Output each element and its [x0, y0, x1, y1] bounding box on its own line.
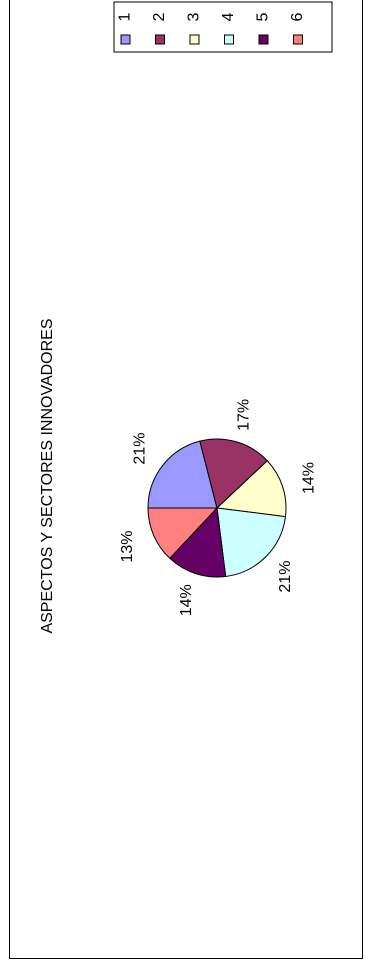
legend-label-1: 1 — [117, 12, 134, 21]
pie-label-3: 14% — [300, 462, 317, 494]
pie-label-2: 17% — [235, 399, 252, 431]
pie-slice-2 — [199, 438, 269, 509]
legend-label-5: 5 — [255, 12, 272, 21]
pie-slice-3 — [215, 460, 287, 518]
chart-title: ASPECTOS Y SECTORES INNOVADORES — [39, 318, 56, 633]
pie-slices — [147, 438, 287, 578]
pie-label-4: 21% — [277, 561, 294, 593]
pie-slice-6 — [147, 507, 219, 560]
pie-label-1: 21% — [132, 433, 149, 465]
legend-swatch-3 — [189, 34, 200, 45]
pie-slice-5 — [169, 506, 227, 578]
legend-swatch-4 — [224, 34, 234, 45]
legend-swatch-2 — [155, 34, 165, 45]
legend-swatch-5 — [258, 34, 269, 45]
pie-labels: 21% 17% 14% 21% 14% 13% — [119, 399, 317, 616]
legend: 1 2 3 4 5 6 — [113, 1, 333, 53]
pie-slice-4 — [216, 507, 287, 578]
legend-label-3: 3 — [186, 12, 203, 21]
legend-swatch-6 — [293, 34, 303, 45]
legend-label-6: 6 — [289, 12, 306, 21]
legend-label-2: 2 — [151, 12, 168, 21]
legend-swatch-1 — [120, 34, 131, 45]
pie-slice-1 — [147, 440, 218, 509]
legend-label-4: 4 — [220, 12, 237, 21]
pie-label-6: 13% — [119, 531, 136, 563]
pie-label-5: 14% — [178, 584, 195, 616]
